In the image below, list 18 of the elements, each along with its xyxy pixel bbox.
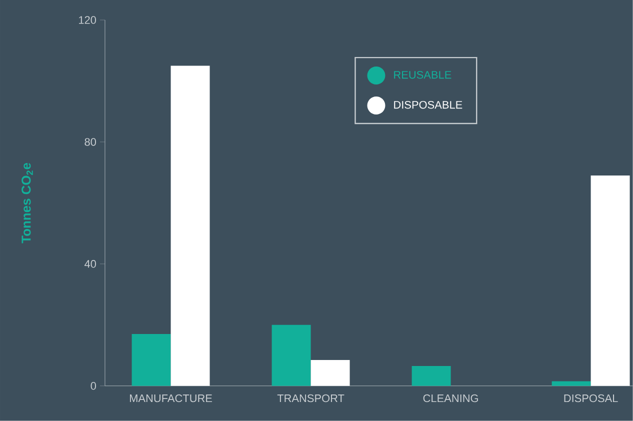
x-tick-label: DISPOSAL: [564, 394, 618, 402]
x-tick-label: TRANSPORT: [277, 394, 344, 402]
bar: [412, 366, 451, 386]
bar: [170, 66, 210, 386]
y-tick-label: 40: [84, 260, 96, 268]
legend-label: REUSABLE: [394, 71, 452, 79]
bar: [552, 381, 591, 386]
bar: [310, 360, 350, 386]
y-tick-label: 120: [79, 16, 96, 24]
bar: [272, 324, 311, 386]
x-tick-label: MANUFACTURE: [130, 394, 212, 402]
bar: [590, 176, 630, 386]
y-tick-label: 0: [90, 382, 96, 390]
y-axis-title: Tonnes CO$_{2}$e: [22, 163, 33, 244]
y-tick-label: 80: [84, 138, 96, 146]
legend-label: DISPOSABLE: [394, 101, 462, 109]
x-tick-label: CLEANING: [423, 394, 478, 402]
bar: [132, 334, 171, 386]
